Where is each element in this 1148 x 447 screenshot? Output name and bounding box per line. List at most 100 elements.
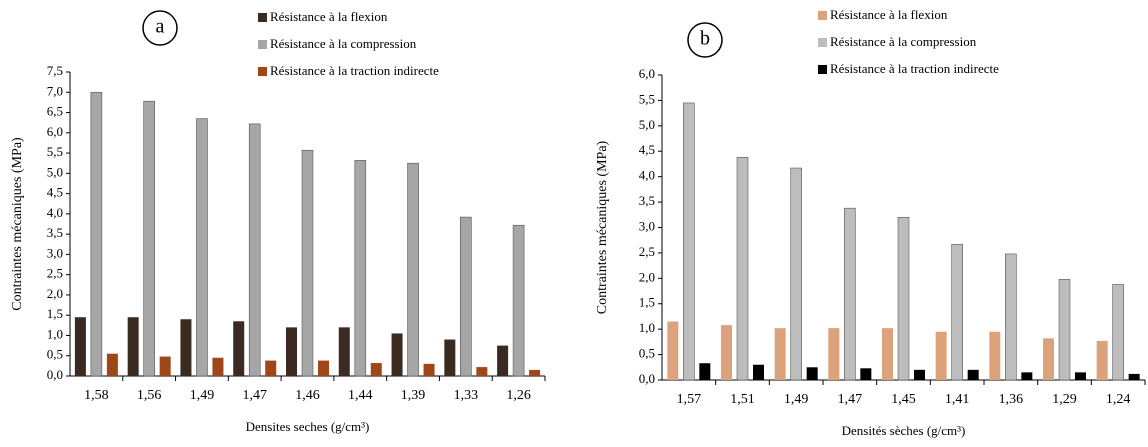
legend-label: Résistance à la flexion	[830, 7, 948, 22]
bar	[423, 363, 435, 376]
y-tick-label: 3,0	[47, 245, 63, 260]
x-tick-label: 1,51	[730, 392, 755, 407]
y-tick-label: 0,0	[47, 367, 63, 382]
y-tick-label: 4,5	[639, 142, 655, 157]
bar	[407, 162, 419, 377]
bar	[74, 317, 86, 376]
bar	[699, 363, 711, 380]
bar	[806, 367, 818, 380]
y-tick-label: 0,5	[47, 347, 63, 362]
bar	[159, 356, 171, 376]
legend-label: Résistance à la flexion	[270, 9, 388, 24]
x-tick-label: 1,49	[784, 392, 809, 407]
bar	[951, 243, 963, 381]
legend-swatch	[258, 13, 267, 22]
legend-swatch	[818, 65, 827, 74]
x-tick-label: 1,45	[891, 392, 916, 407]
y-tick-label: 6,0	[47, 124, 63, 139]
bar	[265, 360, 277, 376]
y-tick-label: 7,5	[47, 63, 63, 78]
y-tick-label: 1,5	[47, 306, 63, 321]
bar	[370, 363, 382, 376]
x-tick-label: 1,47	[242, 388, 267, 403]
y-tick-label: 3,5	[639, 193, 655, 208]
y-tick-label: 3,5	[47, 225, 63, 240]
legend-swatch	[258, 40, 267, 49]
bar	[683, 102, 695, 381]
y-tick-label: 5,0	[47, 164, 63, 179]
y-tick-label: 0,0	[639, 371, 655, 386]
bar	[90, 91, 103, 377]
bar	[1128, 373, 1140, 380]
legend-label: Résistance à la compression	[830, 34, 977, 49]
legend-swatch	[258, 67, 267, 76]
bar	[736, 157, 749, 381]
bar	[721, 325, 732, 380]
bar	[1112, 284, 1124, 381]
panel-circle	[142, 10, 178, 46]
y-tick-label: 5,0	[639, 117, 655, 132]
bar	[1021, 372, 1033, 380]
y-tick-label: 5,5	[47, 144, 63, 159]
y-tick-label: 0,5	[639, 346, 655, 361]
bar	[196, 118, 208, 377]
y-axis-label: Contraintes mécaniques (MPa)	[595, 140, 610, 314]
y-tick-label: 3,0	[639, 218, 655, 233]
x-tick-label: 1,56	[137, 388, 162, 403]
bar	[1043, 338, 1054, 380]
bar	[460, 216, 472, 377]
bar	[529, 369, 541, 376]
y-tick-label: 1,5	[639, 295, 655, 310]
x-tick-label: 1,29	[1052, 392, 1077, 407]
bar	[753, 364, 764, 380]
x-axis-label: Densités sèches (g/cm³)	[842, 423, 966, 438]
y-tick-label: 2,0	[47, 286, 63, 301]
y-tick-label: 7,0	[47, 83, 63, 98]
panel-circle	[687, 22, 723, 58]
y-tick-label: 2,5	[639, 244, 655, 259]
panel-label: a	[156, 16, 165, 38]
legend-label: Résistance à la traction indirecte	[270, 63, 439, 78]
x-tick-label: 1,36	[999, 392, 1024, 407]
bar	[286, 327, 297, 376]
bar	[212, 357, 224, 376]
bar	[106, 353, 118, 376]
x-tick-label: 1,44	[348, 388, 373, 403]
bar	[1005, 253, 1017, 381]
x-tick-label: 1,49	[190, 388, 215, 403]
bar	[143, 100, 155, 377]
bar	[967, 369, 979, 380]
x-tick-label: 1,26	[506, 388, 531, 403]
y-tick-label: 1,0	[47, 326, 63, 341]
x-tick-label: 1,41	[945, 392, 970, 407]
bar	[828, 328, 840, 380]
bar	[790, 167, 802, 381]
y-tick-label: 5,5	[639, 91, 655, 106]
bar	[391, 333, 403, 376]
bar	[180, 319, 192, 376]
x-tick-label: 1,46	[295, 388, 320, 403]
panel-label: b	[700, 28, 710, 50]
bar	[844, 207, 856, 381]
bar	[989, 331, 1001, 380]
y-tick-label: 4,5	[47, 185, 63, 200]
x-tick-label: 1,24	[1106, 392, 1131, 407]
x-tick-label: 1,57	[677, 392, 702, 407]
bar	[1058, 279, 1071, 381]
bar	[354, 160, 367, 377]
y-tick-label: 4,0	[639, 168, 655, 183]
bar	[1096, 340, 1108, 380]
x-tick-label: 1,58	[84, 388, 109, 403]
bar	[301, 149, 314, 377]
bar	[127, 317, 139, 376]
y-axis-label: Contraintes mécaniques (MPa)	[10, 137, 25, 311]
bar	[512, 224, 525, 377]
bar	[1075, 372, 1086, 380]
bar	[882, 328, 893, 380]
bar	[935, 331, 947, 380]
bar	[497, 345, 509, 376]
bar	[667, 321, 679, 380]
legend-label: Résistance à la traction indirecte	[830, 61, 999, 76]
y-tick-label: 2,0	[639, 269, 655, 284]
